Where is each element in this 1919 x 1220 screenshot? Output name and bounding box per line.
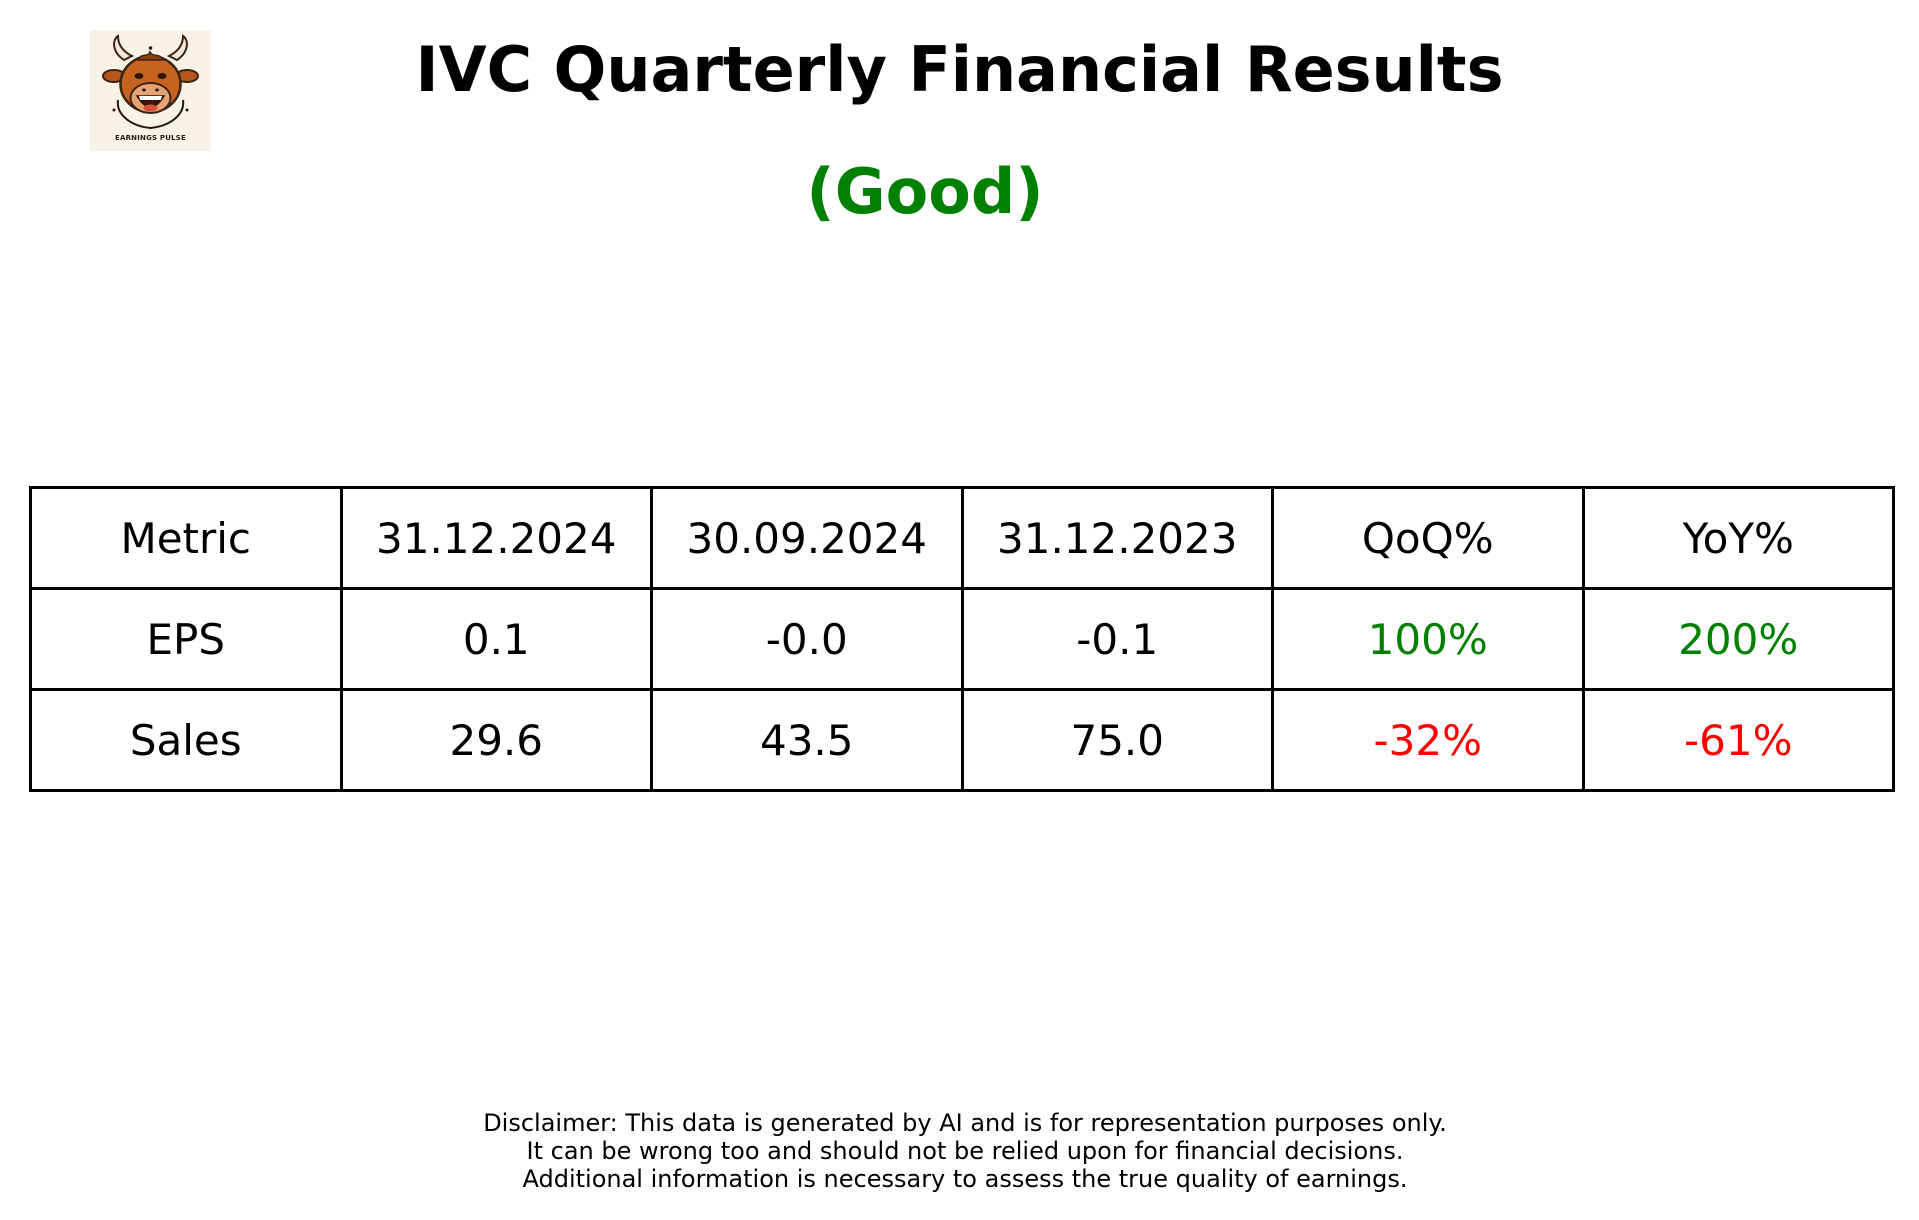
yoy-change: -61% [1581, 688, 1895, 792]
qoq-change: -32% [1271, 688, 1585, 792]
current-quarter-value: 0.1 [339, 587, 653, 691]
year-ago-quarter-value: 75.0 [960, 688, 1274, 792]
bull-icon [102, 34, 199, 130]
table-row-eps: EPS 0.1 -0.0 -0.1 100% 200% [29, 587, 1895, 691]
disclaimer-line: It can be wrong too and should not be re… [526, 1137, 1404, 1165]
results-table: Metric 31.12.2024 30.09.2024 31.12.2023 … [29, 486, 1895, 792]
metric-name: EPS [29, 587, 343, 691]
column-header-qoq: QoQ% [1271, 486, 1585, 590]
rating-label: (Good) [806, 155, 1044, 228]
previous-quarter-value: 43.5 [650, 688, 964, 792]
earnings-pulse-logo: EARNINGS PULSE [90, 30, 211, 151]
previous-quarter-value: -0.0 [650, 587, 964, 691]
current-quarter-value: 29.6 [339, 688, 653, 792]
disclaimer-line: Additional information is necessary to a… [522, 1165, 1408, 1193]
column-header-year-ago-quarter: 31.12.2023 [960, 486, 1274, 590]
disclaimer-line: Disclaimer: This data is generated by AI… [483, 1109, 1447, 1137]
disclaimer: Disclaimer: This data is generated by AI… [0, 1109, 1919, 1193]
table-row-sales: Sales 29.6 43.5 75.0 -32% -61% [29, 688, 1895, 792]
column-header-current-quarter: 31.12.2024 [339, 486, 653, 590]
table-header-row: Metric 31.12.2024 30.09.2024 31.12.2023 … [29, 486, 1895, 590]
logo-text: EARNINGS PULSE [114, 134, 187, 142]
page-title: IVC Quarterly Financial Results [415, 33, 1504, 106]
metric-name: Sales [29, 688, 343, 792]
qoq-change: 100% [1271, 587, 1585, 691]
yoy-change: 200% [1581, 587, 1895, 691]
column-header-yoy: YoY% [1581, 486, 1895, 590]
year-ago-quarter-value: -0.1 [960, 587, 1274, 691]
column-header-metric: Metric [29, 486, 343, 590]
column-header-previous-quarter: 30.09.2024 [650, 486, 964, 590]
